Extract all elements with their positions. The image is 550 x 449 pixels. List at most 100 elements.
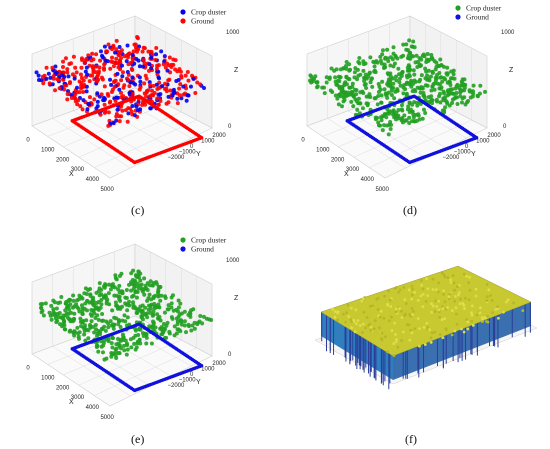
surface-texture (404, 302, 408, 306)
scatter-point (99, 92, 104, 97)
scatter-point (132, 304, 137, 309)
scatter-point (151, 322, 156, 327)
scatter-point (71, 54, 76, 59)
scatter-point (119, 48, 124, 53)
surface-texture (390, 315, 393, 319)
chart-panel-d: 010002000300040005000X200010000−1000−200… (301, 4, 515, 193)
scatter-point (455, 82, 460, 87)
scatter-point (454, 91, 459, 96)
surface-texture (434, 299, 438, 303)
scatter-point (100, 326, 105, 331)
x-tick-label: 4000 (86, 177, 100, 183)
scatter-point (402, 113, 407, 118)
scatter-point (184, 330, 189, 335)
surface-texture (453, 329, 457, 333)
scatter-point (133, 42, 138, 47)
scatter-point (84, 65, 89, 70)
scatter-point (447, 80, 452, 85)
surface-texture (423, 343, 427, 346)
scatter-point (147, 292, 152, 297)
scatter-point (176, 78, 181, 83)
scatter-point (142, 276, 147, 281)
scatter-point (389, 88, 394, 93)
scatter-point (97, 286, 102, 291)
scatter-point (365, 101, 370, 106)
scatter-point (134, 295, 139, 300)
scatter-point (49, 303, 54, 308)
surface-texture (336, 310, 340, 314)
scatter-point (46, 71, 51, 76)
scatter-point (131, 286, 136, 291)
scatter-point (170, 316, 175, 321)
scatter-point (114, 114, 119, 119)
scatter-point (73, 96, 78, 101)
scatter-point (123, 301, 128, 306)
scatter-point (346, 90, 351, 95)
scatter-point (81, 90, 86, 95)
surface-texture (407, 288, 411, 292)
scatter-point (57, 311, 62, 316)
scatter-point (150, 88, 155, 93)
scatter-point (86, 328, 91, 333)
scatter-point (185, 93, 190, 98)
scatter-point (361, 62, 366, 67)
scatter-point (169, 305, 174, 310)
surface-texture (400, 316, 404, 319)
scatter-point (72, 76, 77, 81)
x-tick-label: 3000 (71, 167, 85, 173)
scatter-point (177, 312, 182, 317)
scatter-point (396, 113, 401, 118)
y-tick-label: −1000 (454, 149, 472, 155)
surface-texture (419, 294, 423, 298)
z-axis-label: Z (234, 295, 239, 302)
scatter-point (69, 61, 74, 66)
scatter-point (109, 82, 114, 87)
scatter-point (388, 109, 393, 114)
scatter-point (88, 73, 93, 78)
scatter-point (378, 115, 383, 120)
surface-texture (485, 299, 489, 303)
scatter-point (118, 337, 123, 342)
scatter-point (341, 95, 346, 100)
scatter-point (324, 75, 329, 80)
scatter-point (329, 66, 334, 71)
scatter-point (478, 83, 483, 88)
scatter-point (178, 82, 183, 87)
scatter-point (130, 104, 135, 109)
scatter-point (385, 71, 390, 76)
surface-texture (449, 281, 453, 284)
scatter-point (382, 123, 387, 128)
scatter-point (135, 273, 140, 278)
surface-texture (350, 326, 353, 330)
x-tick-label: 1000 (41, 375, 55, 381)
scatter-point (388, 83, 393, 88)
scatter-point (438, 57, 443, 62)
scatter-point (132, 278, 137, 283)
scatter-point (378, 123, 383, 128)
scatter-point (156, 63, 161, 68)
y-tick-label: −2000 (443, 155, 461, 161)
scatter-point (51, 298, 56, 303)
surface-texture (451, 274, 455, 278)
scatter-point (407, 115, 412, 120)
scatter-point (430, 98, 435, 103)
scatter-point (341, 99, 346, 104)
scatter-point (130, 91, 135, 96)
surface-texture (362, 297, 365, 301)
surface-texture (496, 305, 499, 308)
grid-line (94, 347, 197, 396)
scatter-point (126, 52, 131, 57)
scatter-point (146, 49, 151, 54)
scatter-point (445, 71, 450, 76)
scatter-point (83, 69, 88, 74)
scatter-point (114, 356, 119, 361)
scatter-point (64, 311, 69, 316)
scatter-point (143, 102, 148, 107)
surface-texture (437, 281, 440, 285)
x-tick-label: 0 (26, 138, 30, 144)
surface-texture (438, 333, 442, 336)
scatter-point (174, 331, 179, 336)
scatter-point (84, 57, 89, 62)
scatter-point (114, 346, 119, 351)
legend-marker (455, 14, 461, 20)
